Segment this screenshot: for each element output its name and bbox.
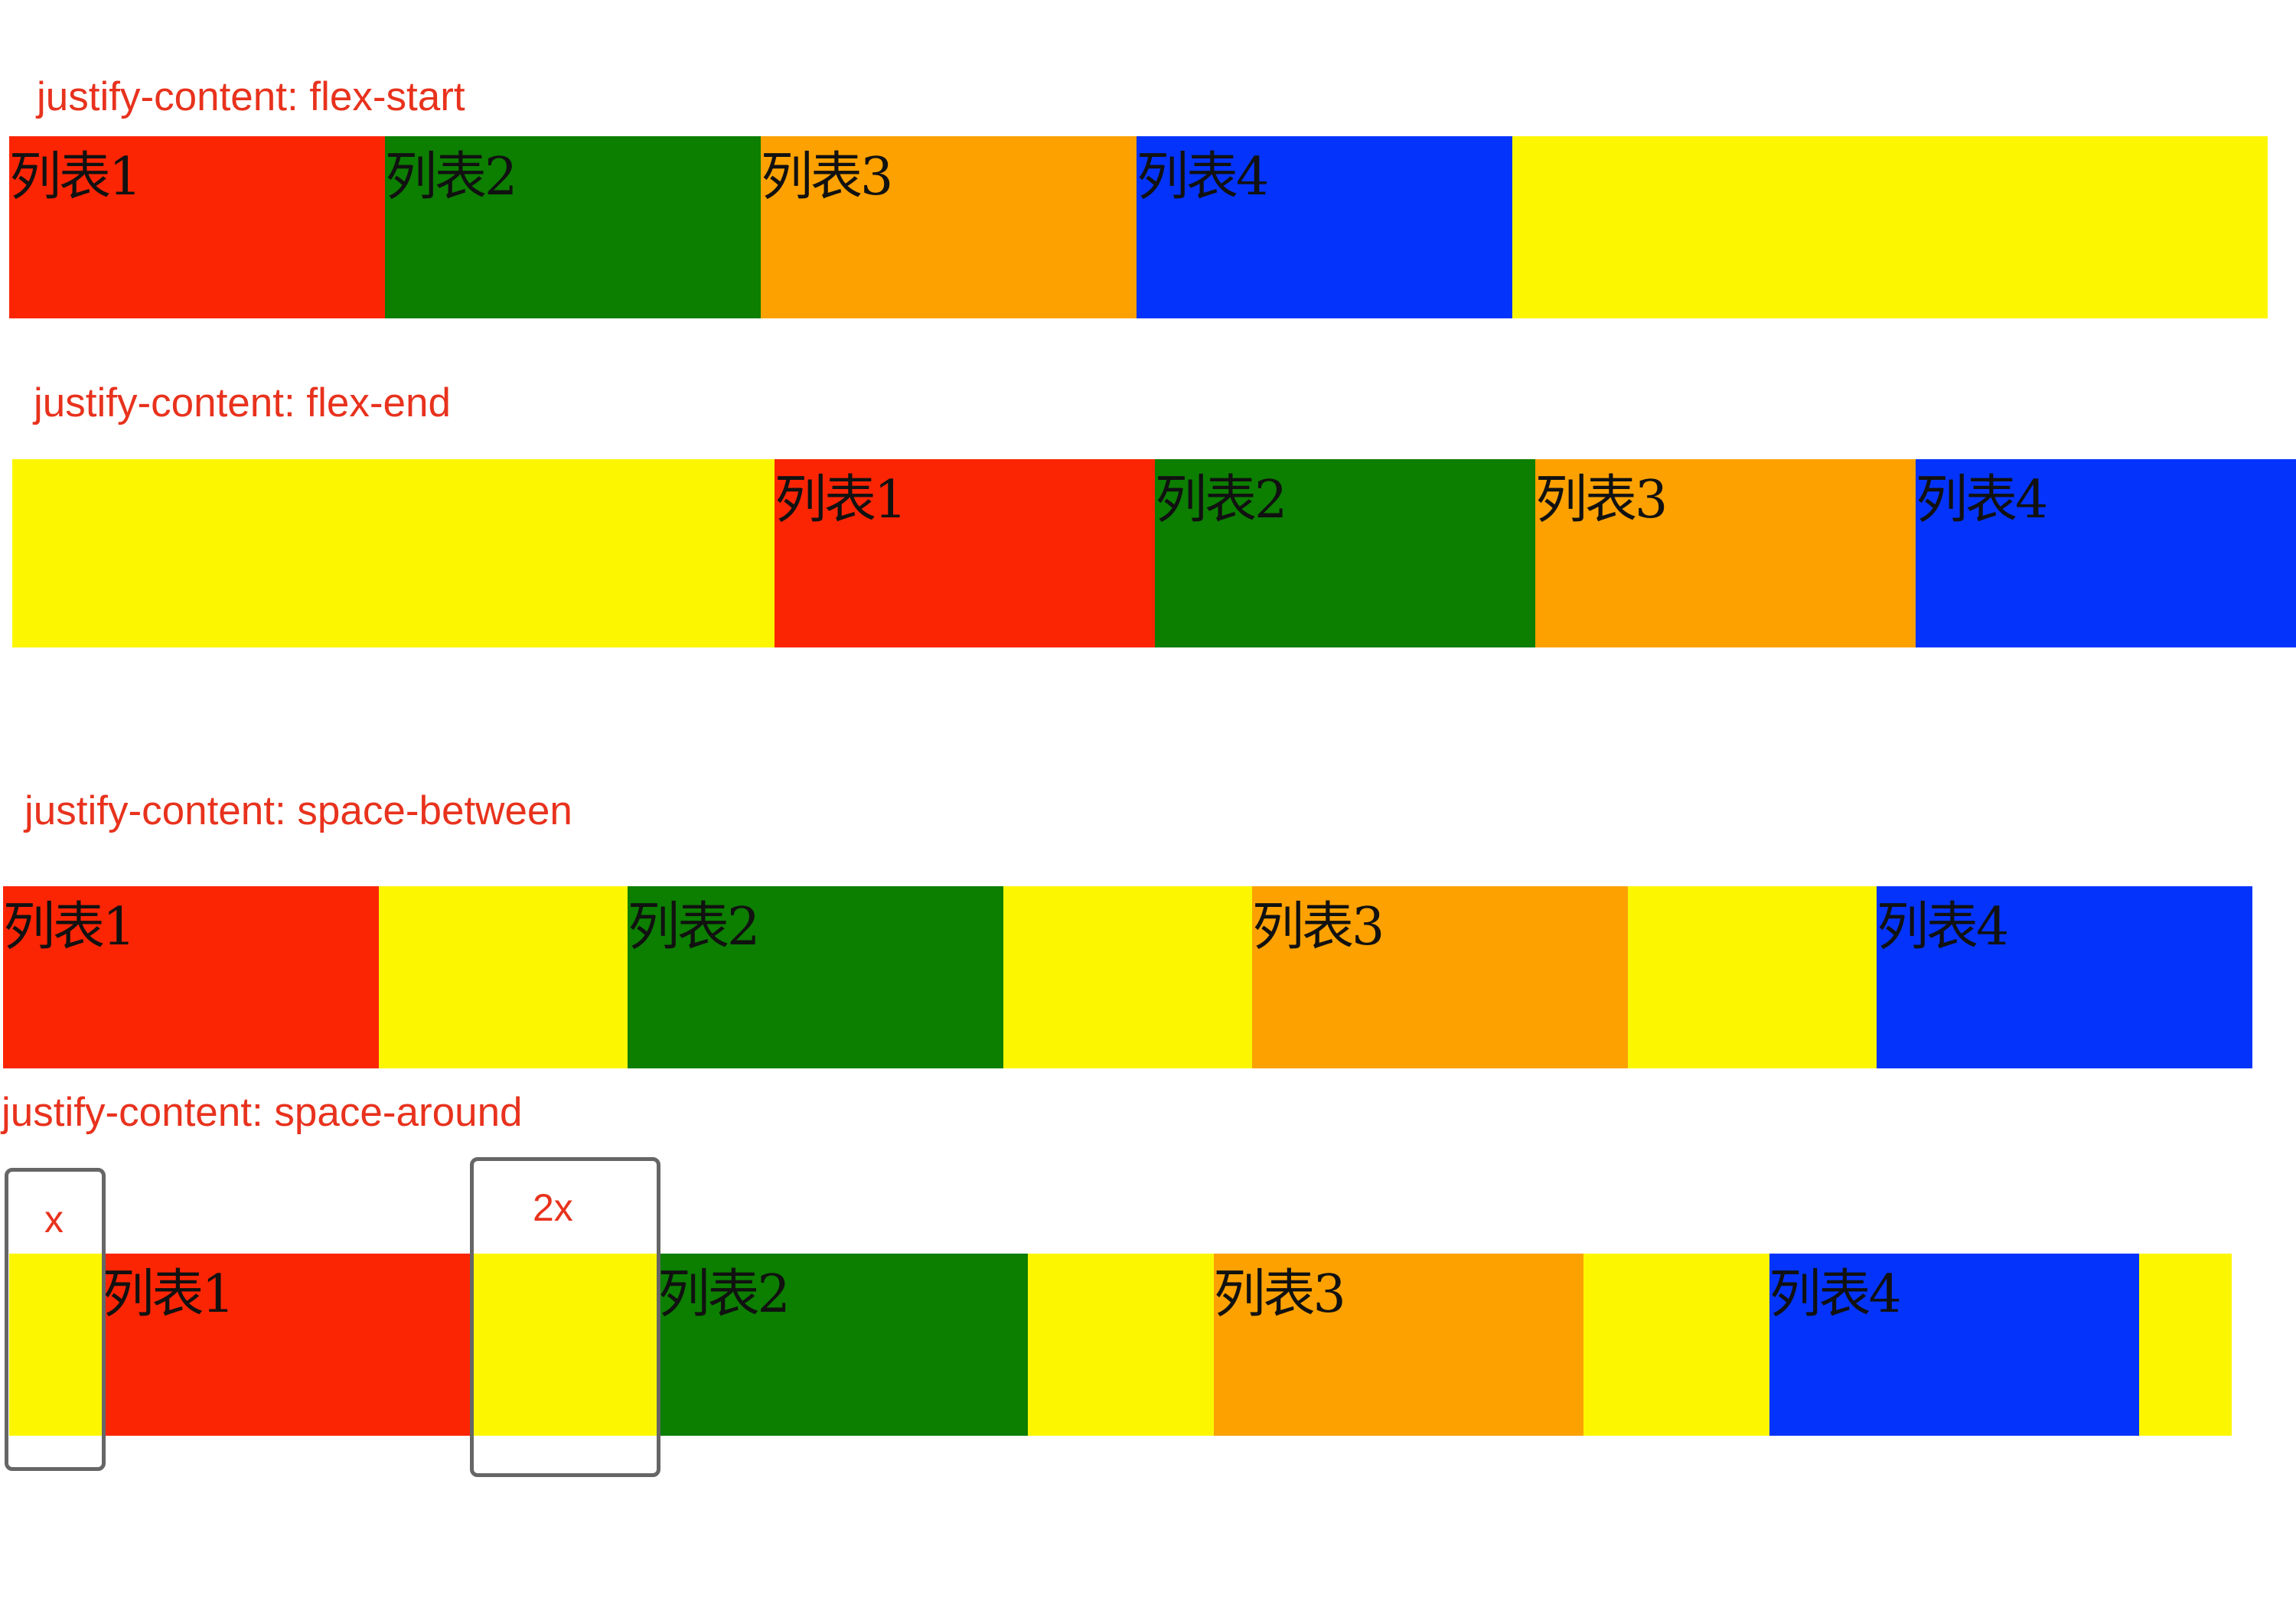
list-item-3: 列表3 bbox=[1252, 886, 1628, 1068]
item-label: 列表1 bbox=[3, 897, 135, 957]
item-label: 列表2 bbox=[657, 1264, 791, 1325]
list-item-2: 列表2 bbox=[385, 136, 761, 318]
flex-container-space-between: 列表1 列表2 列表3 列表4 bbox=[3, 886, 2252, 1068]
gap-marker-2x-label: 2x bbox=[533, 1186, 573, 1229]
item-label: 列表4 bbox=[1916, 470, 2048, 530]
gap-marker-x bbox=[5, 1168, 106, 1471]
list-item-2: 列表2 bbox=[1155, 459, 1535, 647]
item-label: 列表1 bbox=[102, 1264, 235, 1325]
gap-marker-x-label: x bbox=[44, 1198, 64, 1241]
demo-label-space-around: justify-content: space-around bbox=[2, 1090, 523, 1135]
flex-container-flex-end: 列表1 列表2 列表3 列表4 bbox=[12, 459, 2296, 647]
list-item-3: 列表3 bbox=[761, 136, 1137, 318]
gap-marker-2x bbox=[470, 1157, 660, 1477]
item-label: 列表1 bbox=[775, 470, 907, 530]
item-label: 列表3 bbox=[1252, 897, 1384, 957]
item-label: 列表4 bbox=[1769, 1264, 1902, 1325]
item-label: 列表2 bbox=[1155, 470, 1287, 530]
list-item-2: 列表2 bbox=[657, 1254, 1028, 1436]
item-label: 列表4 bbox=[1137, 147, 1269, 207]
item-label: 列表2 bbox=[385, 147, 517, 207]
item-label: 列表3 bbox=[1213, 1264, 1346, 1325]
demo-label-space-between: justify-content: space-between bbox=[24, 788, 572, 833]
list-item-1: 列表1 bbox=[3, 886, 379, 1068]
list-item-4: 列表4 bbox=[1877, 886, 2252, 1068]
list-item-3: 列表3 bbox=[1535, 459, 1916, 647]
list-item-4: 列表4 bbox=[1769, 1254, 2139, 1436]
list-item-1: 列表1 bbox=[775, 459, 1155, 647]
item-label: 列表1 bbox=[9, 147, 142, 207]
item-label: 列表2 bbox=[628, 897, 760, 957]
list-item-1: 列表1 bbox=[9, 136, 385, 318]
item-label: 列表3 bbox=[1535, 470, 1668, 530]
list-item-4: 列表4 bbox=[1916, 459, 2296, 647]
item-label: 列表3 bbox=[761, 147, 893, 207]
flex-container-flex-start: 列表1 列表2 列表3 列表4 bbox=[9, 136, 2268, 318]
list-item-3: 列表3 bbox=[1213, 1254, 1583, 1436]
item-label: 列表4 bbox=[1877, 897, 2009, 957]
demo-label-flex-end: justify-content: flex-end bbox=[34, 380, 451, 426]
list-item-1: 列表1 bbox=[102, 1254, 472, 1436]
list-item-4: 列表4 bbox=[1137, 136, 1512, 318]
list-item-2: 列表2 bbox=[628, 886, 1003, 1068]
demo-label-flex-start: justify-content: flex-start bbox=[37, 74, 465, 119]
flex-container-space-around: 列表1 列表2 列表3 列表4 bbox=[9, 1254, 2232, 1436]
